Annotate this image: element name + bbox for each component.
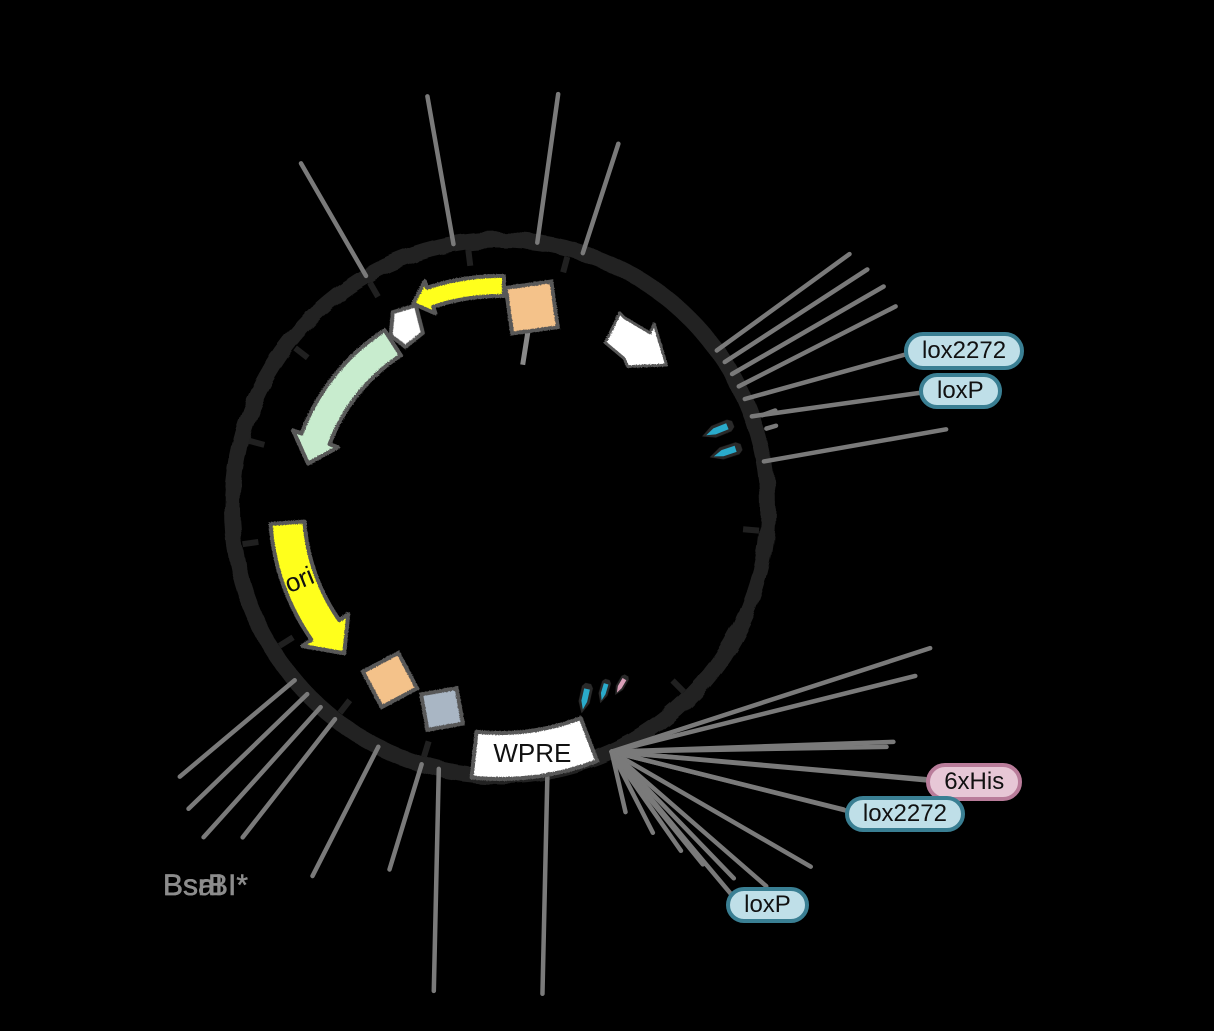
svg-text:BsrBI*: BsrBI*: [163, 869, 248, 902]
svg-text:WPRE: WPRE: [493, 738, 571, 768]
